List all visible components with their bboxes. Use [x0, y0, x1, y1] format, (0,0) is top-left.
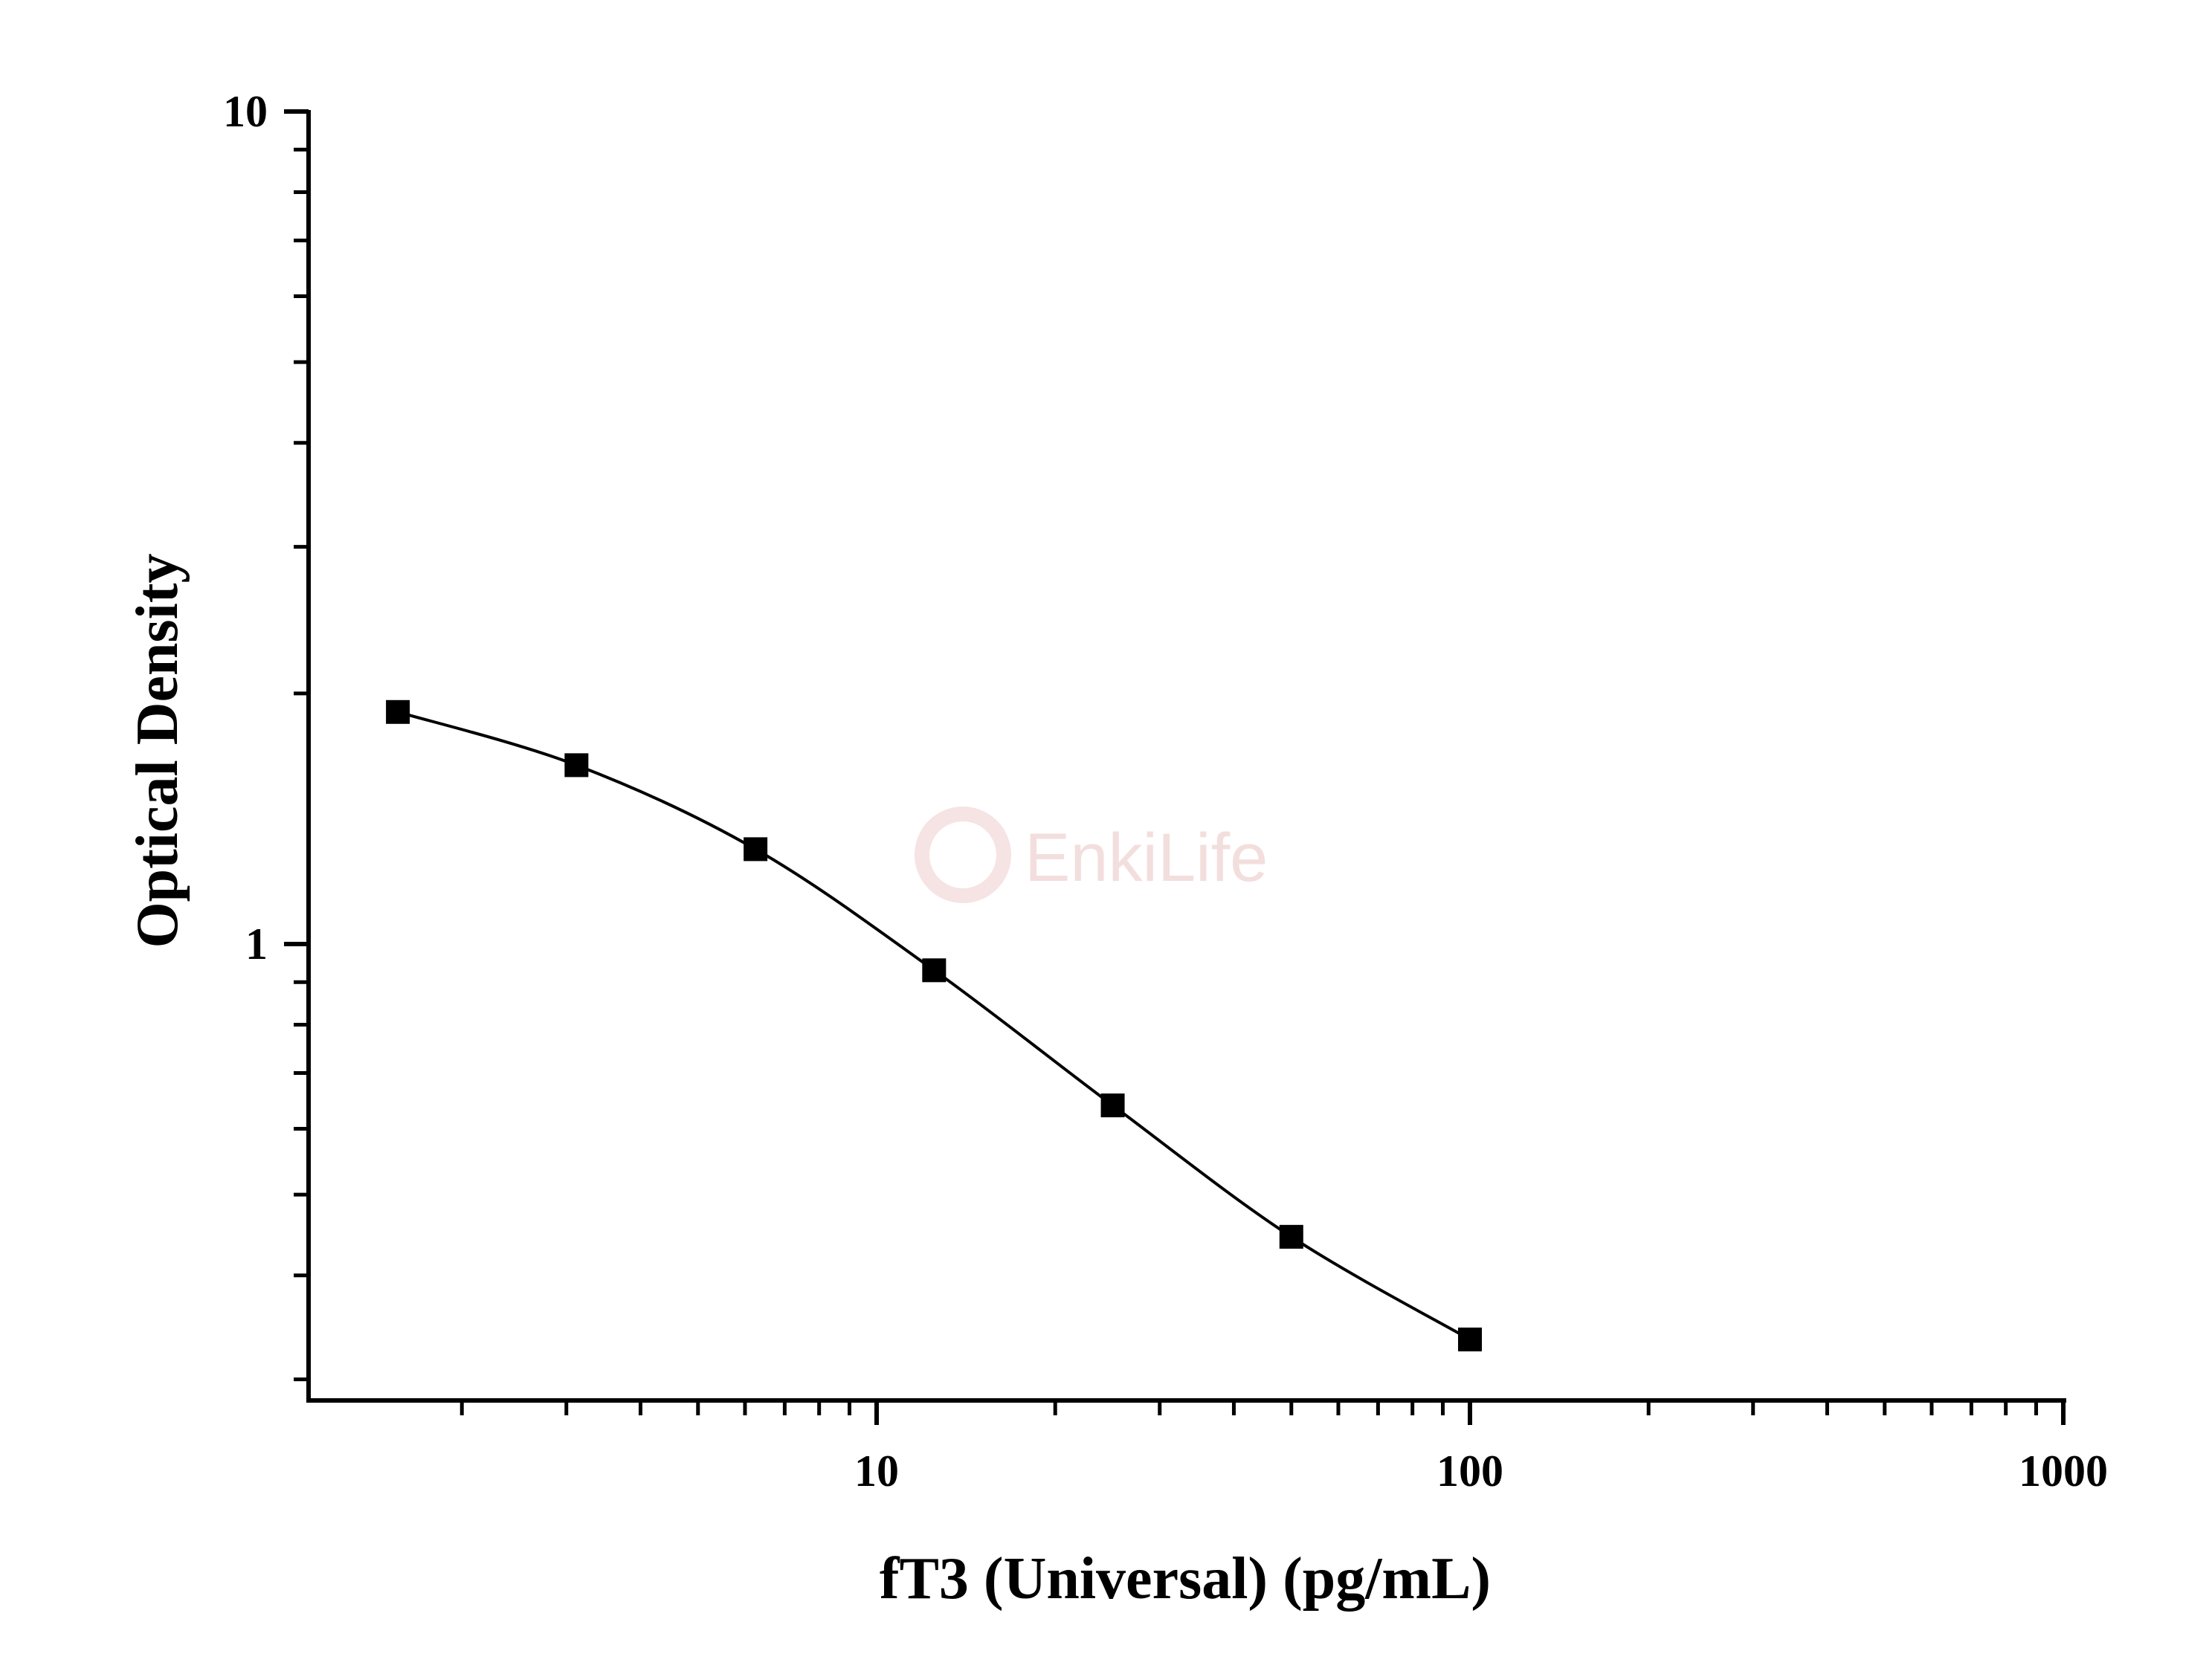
x-tick-label-1000: 1000: [2019, 1447, 2108, 1496]
data-point-4: [1100, 1093, 1125, 1118]
data-point-3: [922, 958, 947, 983]
y-minor-ticks: [294, 147, 309, 1382]
y-axis-title: Optical Density: [125, 553, 190, 948]
data-point-2: [744, 837, 768, 862]
x-tick-label-10: 10: [854, 1447, 899, 1496]
y-tick-label-10: 10: [223, 87, 268, 136]
x-minor-ticks: [460, 1400, 2038, 1415]
data-point-5: [1279, 1224, 1303, 1249]
watermark-logo-icon: [915, 807, 1011, 903]
data-point-0: [386, 699, 410, 724]
data-point-6: [1458, 1327, 1482, 1351]
data-point-1: [564, 753, 589, 778]
fit-curve: [397, 710, 1471, 1341]
watermark: EnkiLife: [915, 807, 1268, 903]
x-axis-title: fT3 (Universal) (pg/mL): [880, 1546, 1491, 1612]
x-tick-label-100: 100: [1436, 1447, 1503, 1496]
watermark-text: EnkiLife: [1025, 820, 1268, 896]
y-tick-label-1: 1: [245, 920, 268, 969]
data-markers: [386, 699, 1482, 1351]
